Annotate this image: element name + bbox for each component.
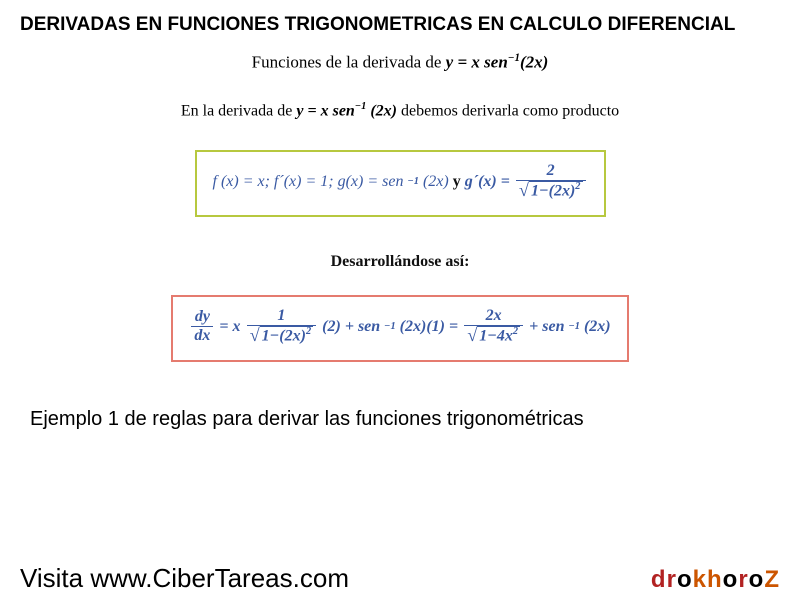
box1-den-pre: 1−(2x) <box>531 182 575 199</box>
intro-line: En la derivada de y = x sen−1 (2x) debem… <box>0 101 800 120</box>
box1-f: f (x) = x; f´(x) = 1; g(x) = sen <box>213 173 404 191</box>
intro-eq: = <box>307 102 320 119</box>
box1-g: g´(x) = <box>465 173 510 191</box>
subtitle-eq: = <box>457 53 471 72</box>
box2-f1-num: 1 <box>247 307 317 325</box>
visit-label: Visita <box>20 563 90 593</box>
intro-suffix: debemos derivarla como producto <box>401 102 619 119</box>
intro-arg: (2x) <box>366 102 397 119</box>
box2-sen2: sen <box>542 318 564 336</box>
formula-box-1: f (x) = x; f´(x) = 1; g(x) = sen−1 (2x) y… <box>195 150 606 217</box>
box2-f2-num: 2x <box>464 307 523 325</box>
box1-fmid: (2x) <box>423 173 449 191</box>
box2-x: x <box>233 318 241 336</box>
brand-logo: drokhoroZ <box>651 566 780 594</box>
box2-f1-den-sup: 2 <box>306 326 311 337</box>
box2-lhs-num: dy <box>191 308 213 326</box>
subtitle-sup: −1 <box>508 52 520 64</box>
box1-fsup: −1 <box>407 176 419 187</box>
visit-line: Visita www.CiberTareas.com <box>20 563 349 594</box>
box2-two: (2) + <box>322 318 354 336</box>
visit-url[interactable]: www.CiberTareas.com <box>90 563 349 593</box>
box2-eq1: = <box>219 318 228 336</box>
box2-lhs-den: dx <box>191 326 213 346</box>
box2-sen: sen <box>358 318 380 336</box>
subtitle-xsen: x sen <box>471 53 507 72</box>
developing-label: Desarrollándose así: <box>0 253 800 271</box>
subtitle-prefix: Funciones de la derivada de <box>252 53 446 72</box>
intro-xsen: x sen <box>321 102 355 119</box>
box2-sup2: −1 <box>568 321 580 332</box>
footer: Visita www.CiberTareas.com drokhoroZ <box>0 563 800 594</box>
intro-prefix: En la derivada de <box>181 102 297 119</box>
box2-senarg2: (2x) <box>584 318 611 336</box>
subtitle-y: y <box>446 53 454 72</box>
box2-sup: −1 <box>384 321 396 332</box>
box2-plus: + <box>529 318 538 336</box>
subtitle: Funciones de la derivada de y = x sen−1(… <box>0 52 800 73</box>
page-title: DERIVADAS EN FUNCIONES TRIGONOMETRICAS E… <box>0 0 800 42</box>
box2-f2-den-sup: 2 <box>513 326 518 337</box>
box1-num: 2 <box>516 162 586 180</box>
subtitle-arg: (2x) <box>520 53 548 72</box>
box2-senarg: (2x)(1) = <box>400 318 458 336</box>
box2-f1-den-pre: 1−(2x) <box>262 327 306 344</box>
intro-y: y <box>296 102 303 119</box>
box1-y: y <box>453 173 461 191</box>
intro-sup: −1 <box>355 101 367 112</box>
box2-f2-den-pre: 1−4x <box>479 327 513 344</box>
formula-box-2: dy dx = x 1 √1−(2x)2 (2) + sen−1(2x)(1) … <box>171 295 628 362</box>
box1-den-sup: 2 <box>575 181 580 192</box>
example-caption: Ejemplo 1 de reglas para derivar las fun… <box>0 398 800 435</box>
